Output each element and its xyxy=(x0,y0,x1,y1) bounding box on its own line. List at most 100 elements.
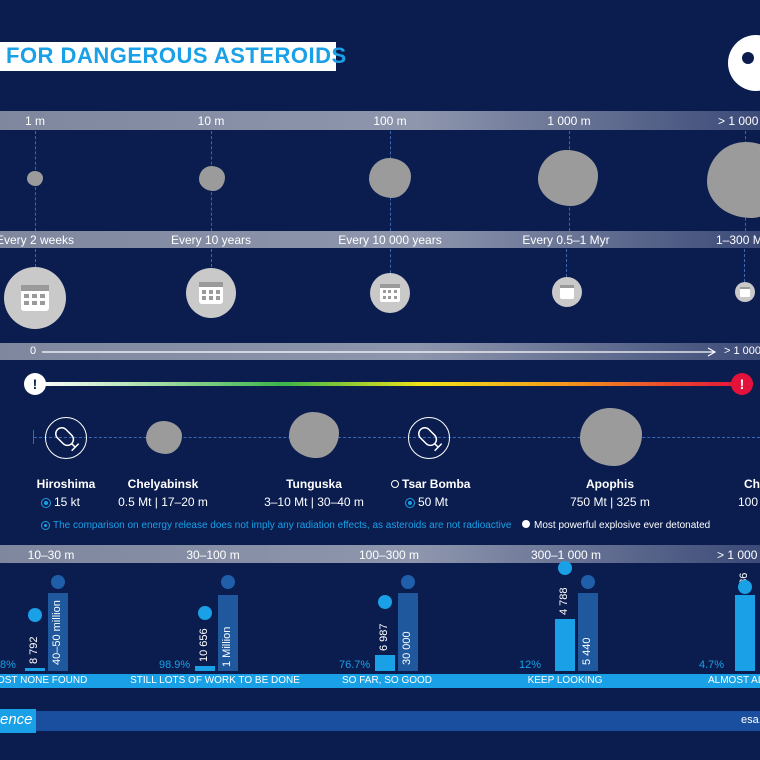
bar-found xyxy=(375,655,395,671)
event-line xyxy=(34,437,760,438)
bar-found xyxy=(195,666,215,671)
asteroid-tunguska-icon xyxy=(289,412,339,458)
frequency-band xyxy=(0,231,760,248)
event-line-start xyxy=(33,430,34,444)
radiation-note: The comparison on energy release does no… xyxy=(42,520,511,531)
guide-line xyxy=(566,249,567,277)
asteroid-found-icon xyxy=(28,608,42,622)
size-label: 1 m xyxy=(24,114,46,128)
bar-found xyxy=(555,619,575,671)
event-value: 3–10 Mt | 30–40 m xyxy=(264,495,364,509)
percent-found-label: 4.7% xyxy=(699,659,725,671)
explosive-note: Most powerful explosive ever detonated xyxy=(522,520,710,531)
asteroid-found-icon xyxy=(558,561,572,575)
bar-found-label: 4 788 xyxy=(558,587,570,615)
frequency-label: Every 2 weeks xyxy=(0,233,75,247)
discovery-bar-chart: 8 792 40–50 million 8% 10 656 1 Million 98.9%… xyxy=(0,561,760,675)
calendar-icon xyxy=(4,267,66,329)
event-name: Hiroshima xyxy=(36,477,96,491)
guide-line xyxy=(211,249,212,267)
event-value: 750 Mt | 325 m xyxy=(570,495,650,509)
asteroid-estimated-icon xyxy=(221,575,235,589)
size-class-label: > 1 000 xyxy=(717,548,758,562)
page-title: FOR DANGEROUS ASTEROIDS xyxy=(6,43,347,68)
star-marker-icon xyxy=(391,480,399,488)
energy-end-label: > 1 000 xyxy=(724,345,760,357)
event-value: 0.5 Mt | 17–20 m xyxy=(118,495,208,509)
asteroid-apophis-icon xyxy=(580,408,642,466)
guide-line xyxy=(390,249,391,273)
asteroid-10m-icon xyxy=(199,166,225,191)
bullet-icon xyxy=(406,499,414,507)
size-label: > 1 000 xyxy=(718,114,759,128)
frequency-label: Every 0.5–1 Myr xyxy=(522,233,610,247)
footer-right-text: esa. xyxy=(741,714,760,726)
bar-found xyxy=(735,595,755,671)
event-name: Apophis xyxy=(586,477,634,491)
size-class-band xyxy=(0,545,760,563)
percent-found-label: 12% xyxy=(519,659,542,671)
asteroid-found-icon xyxy=(738,580,752,594)
percent-found-label: 76.7% xyxy=(339,659,371,671)
energy-start-label: 0 xyxy=(30,345,37,357)
size-class-label: 30–100 m xyxy=(186,548,240,562)
asteroid-found-icon xyxy=(198,606,212,620)
footer-left-text: ence xyxy=(0,711,33,728)
high-danger-icon: ! xyxy=(731,373,753,395)
guide-line xyxy=(744,249,745,282)
bullet-icon xyxy=(42,522,49,529)
frequency-label: 1–300 M xyxy=(716,233,760,247)
asteroid-chelyabinsk-icon xyxy=(146,421,182,454)
bar-estimated xyxy=(398,593,418,671)
bar-found-label: 8 792 xyxy=(28,636,40,664)
size-class-label: 100–300 m xyxy=(358,548,420,562)
bar-estimated xyxy=(48,593,68,671)
event-value: 100 xyxy=(738,495,759,509)
bar-estimated xyxy=(218,595,238,671)
status-label: MOST NONE FOUND xyxy=(0,675,88,686)
esa-logo-mark xyxy=(742,52,754,64)
low-danger-icon: ! xyxy=(24,373,46,395)
energy-arrow xyxy=(42,347,717,357)
frequency-label: Every 10 000 years xyxy=(338,233,442,247)
bar-estimated-label: 30 000 xyxy=(401,631,413,665)
status-label: KEEP LOOKING xyxy=(527,675,603,686)
asteroid-1000m-icon xyxy=(538,150,598,206)
calendar-icon xyxy=(186,268,236,318)
star-marker-icon xyxy=(522,520,530,528)
status-label: SO FAR, SO GOOD xyxy=(341,675,433,686)
percent-found-label: 8% xyxy=(0,659,16,671)
calendar-icon xyxy=(370,273,410,313)
size-label: 100 m xyxy=(373,114,407,128)
size-class-label: 300–1 000 m xyxy=(530,548,602,562)
bar-found xyxy=(25,668,45,671)
frequency-label: Every 10 years xyxy=(170,233,252,247)
bar-found-label: 10 656 xyxy=(198,628,210,662)
event-name: Tunguska xyxy=(286,477,342,491)
size-label: 10 m xyxy=(197,114,225,128)
bomb-tsar-icon xyxy=(408,417,450,459)
status-strip xyxy=(0,674,760,688)
event-value: 50 Mt xyxy=(406,495,448,509)
size-label: 1 000 m xyxy=(547,114,591,128)
bullet-icon xyxy=(42,499,50,507)
title-banner xyxy=(0,42,336,71)
size-band xyxy=(0,111,760,130)
guide-line xyxy=(35,249,36,267)
bar-estimated xyxy=(578,593,598,671)
percent-found-label: 98.9% xyxy=(159,659,191,671)
bar-estimated-label: 5 440 xyxy=(581,637,593,665)
event-name: Chelyabinsk xyxy=(127,477,199,491)
danger-gradient-bar xyxy=(36,382,740,386)
footer-tab xyxy=(0,709,36,733)
bar-estimated-label: 40–50 million xyxy=(51,600,63,665)
asteroid-100m-icon xyxy=(369,158,411,198)
asteroid-found-icon xyxy=(378,595,392,609)
event-name: Chi xyxy=(744,477,760,491)
size-class-label: 10–30 m xyxy=(27,548,75,562)
status-label: STILL LOTS OF WORK TO BE DONE xyxy=(130,675,300,686)
footer-bar xyxy=(0,711,760,731)
event-value: 15 kt xyxy=(42,495,80,509)
event-name: Tsar Bomba xyxy=(391,477,470,491)
calendar-icon xyxy=(552,277,582,307)
